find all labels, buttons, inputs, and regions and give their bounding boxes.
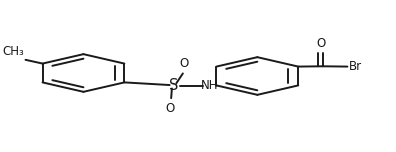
Text: O: O (316, 38, 325, 50)
Text: O: O (166, 102, 175, 115)
Text: Br: Br (349, 60, 362, 73)
Text: O: O (179, 57, 188, 70)
Text: NH: NH (201, 79, 218, 92)
Text: CH₃: CH₃ (2, 45, 24, 58)
Text: S: S (169, 78, 179, 93)
